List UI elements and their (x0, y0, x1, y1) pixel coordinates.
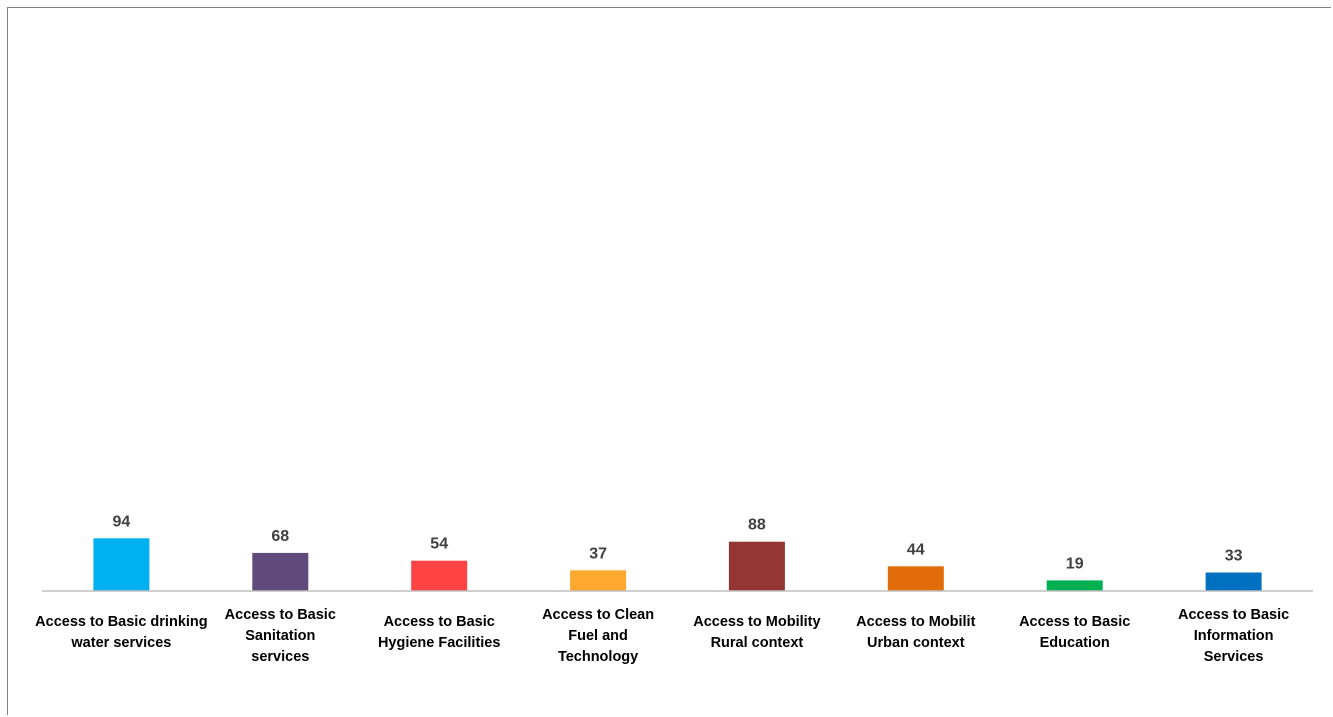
category-label-line: services (251, 649, 309, 665)
category-label-line: Technology (558, 649, 638, 665)
category-label-line: Access to Basic (225, 607, 336, 623)
data-label-8: 33 (1225, 548, 1243, 565)
category-label-line: Rural context (711, 635, 804, 651)
bar-7 (1046, 580, 1103, 591)
bar-5 (728, 541, 785, 591)
category-label-line: Access to Basic (384, 614, 495, 630)
data-label-1: 94 (113, 513, 131, 530)
category-label-line: Hygiene Facilities (378, 635, 501, 651)
labels-layer: 94 Access to Basic drinking water services… (35, 513, 1289, 665)
data-label-7: 19 (1066, 555, 1084, 572)
category-label-8: Access to Basic Information Services (1178, 607, 1289, 665)
category-label-line: Access to Basic (1019, 614, 1130, 630)
category-label-2: Access to Basic Sanitation services (225, 607, 336, 665)
bar-1 (93, 538, 150, 591)
category-label-line: Access to Mobilit (856, 614, 975, 630)
category-label-line: Access to Basic (1178, 607, 1289, 623)
bar-6 (887, 566, 944, 591)
category-label-3: Access to Basic Hygiene Facilities (378, 614, 501, 651)
bars-layer (93, 538, 1262, 591)
category-label-1: Access to Basic drinking water services (35, 614, 207, 651)
category-label-line: Access to Mobility (693, 614, 820, 630)
category-label-line: Education (1040, 635, 1110, 651)
category-label-line: Sanitation (245, 628, 315, 644)
category-label-line: Urban context (867, 635, 965, 651)
data-label-2: 68 (271, 528, 289, 545)
data-label-4: 37 (589, 545, 607, 562)
data-label-5: 88 (748, 517, 766, 534)
category-label-7: Access to Basic Education (1019, 614, 1130, 651)
category-label-line: Access to Clean (542, 607, 654, 623)
category-label-5: Access to Mobility Rural context (693, 614, 820, 651)
bar-2 (252, 552, 309, 591)
category-label-line: water services (70, 635, 171, 651)
category-label-line: Information (1194, 628, 1274, 644)
category-label-4: Access to Clean Fuel and Technology (542, 607, 654, 665)
data-label-6: 44 (907, 541, 925, 558)
bar-3 (411, 560, 468, 591)
category-label-line: Access to Basic drinking (35, 614, 207, 630)
category-label-6: Access to Mobilit Urban context (856, 614, 975, 651)
category-label-line: Fuel and (568, 628, 628, 644)
chart-frame (7, 7, 1331, 715)
bar-8 (1205, 572, 1262, 591)
bar-4 (570, 570, 627, 591)
category-label-line: Services (1204, 649, 1264, 665)
data-label-3: 54 (430, 536, 448, 553)
